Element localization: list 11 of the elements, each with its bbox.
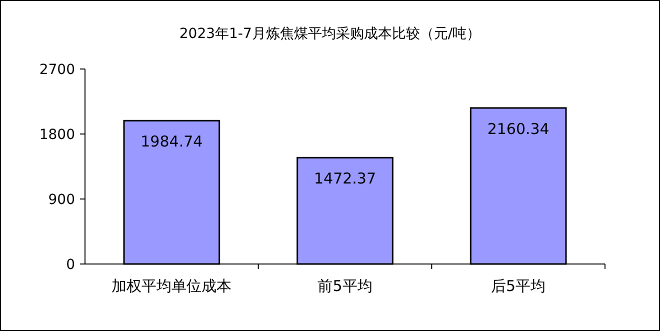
data-label: 1472.37 bbox=[314, 170, 376, 188]
y-tick-label: 1800 bbox=[39, 127, 75, 143]
data-label: 1984.74 bbox=[140, 132, 203, 151]
x-tick-label: 前5平均 bbox=[318, 277, 372, 295]
data-label: 2160.34 bbox=[487, 120, 550, 138]
y-tick-label: 900 bbox=[48, 192, 75, 208]
x-tick-label: 后5平均 bbox=[491, 277, 546, 295]
y-tick-label: 0 bbox=[66, 257, 75, 273]
chart-title: 2023年1-7月炼焦煤平均采购成本比较（元/吨） bbox=[179, 26, 481, 42]
x-tick-label: 加权平均单位成本 bbox=[112, 277, 232, 295]
y-tick-label: 2700 bbox=[39, 62, 75, 78]
